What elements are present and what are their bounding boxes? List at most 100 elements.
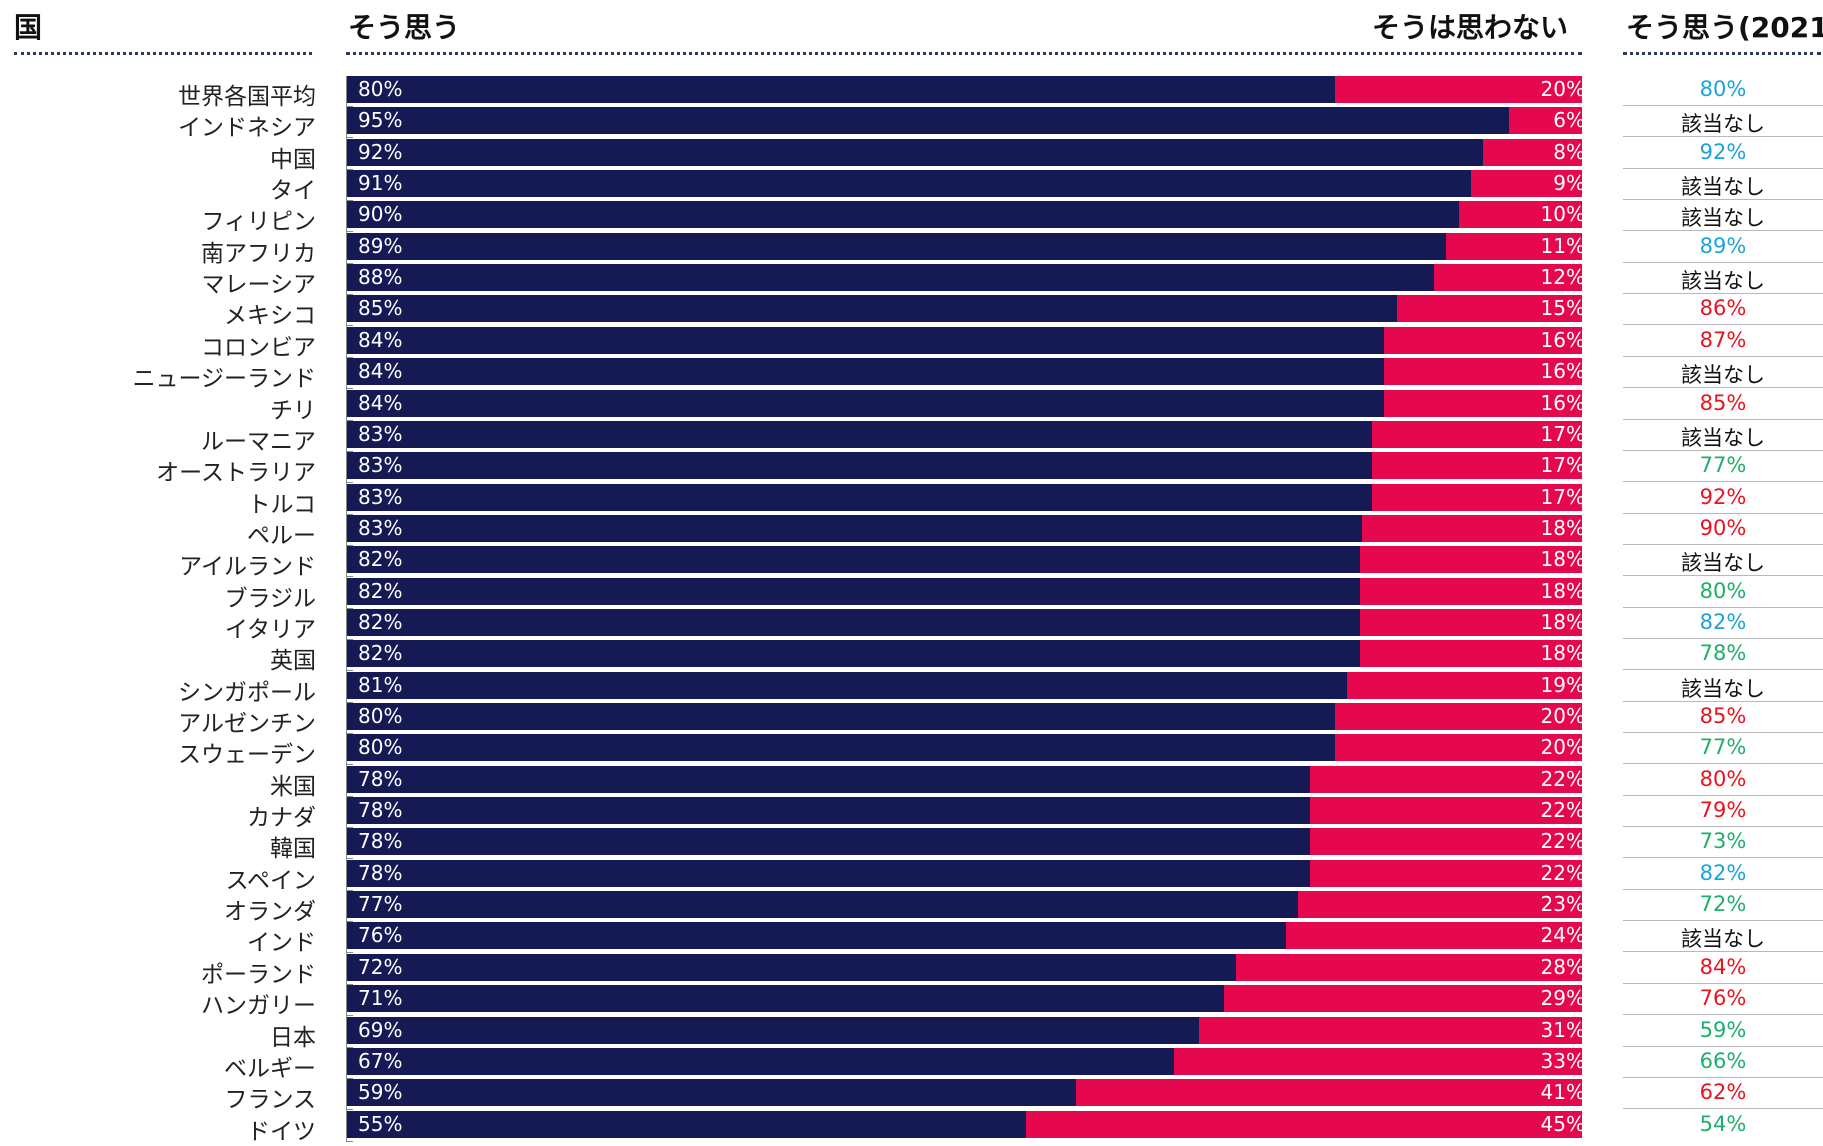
disagree-bar — [1199, 1016, 1582, 1044]
chart-row: 南アフリカ 89% 11% 89% — [0, 232, 1823, 267]
disagree-bar — [1470, 170, 1582, 198]
agree-bar — [347, 295, 1397, 323]
chart-row: 英国 82% 18% 78% — [0, 639, 1823, 674]
disagree-header: そうは思わない — [1372, 11, 1569, 44]
axis-tick — [346, 1109, 353, 1111]
agree-bar — [347, 514, 1362, 542]
agree-bar — [347, 640, 1360, 668]
prev-row-divider — [1623, 261, 1823, 263]
country-label: インドネシア — [178, 115, 316, 142]
prev-year-value: 80% — [1699, 766, 1747, 791]
axis-tick — [346, 764, 353, 766]
chart-row: ルーマニア 83% 17% 該当なし — [0, 420, 1823, 455]
axis-tick — [346, 262, 353, 264]
prev-row-divider — [1623, 857, 1823, 859]
chart-row: メキシコ 85% 15% 86% — [0, 294, 1823, 329]
chart-row: マレーシア 88% 12% 該当なし — [0, 263, 1823, 298]
disagree-value-label: 16% — [1540, 390, 1585, 415]
country-label: ドイツ — [247, 1118, 316, 1145]
agree-bar — [347, 389, 1385, 417]
axis-tick — [346, 983, 353, 985]
agree-value-label: 59% — [358, 1080, 403, 1105]
prev-row-divider — [1623, 763, 1823, 765]
axis-tick — [346, 544, 353, 546]
agree-bar — [347, 891, 1298, 919]
disagree-bar — [1359, 577, 1582, 605]
agree-value-label: 72% — [358, 954, 403, 979]
prev-row-divider — [1623, 293, 1823, 295]
chart-row: シンガポール 81% 19% 該当なし — [0, 671, 1823, 706]
agree-value-label: 76% — [358, 923, 403, 948]
prev-year-value: 85% — [1699, 704, 1747, 728]
prev-row-divider — [1623, 700, 1823, 702]
disagree-bar — [1285, 922, 1582, 950]
agree-value-label: 83% — [358, 421, 403, 446]
chart-header-rule — [346, 52, 1582, 55]
prev-year-value: 該当なし — [1681, 927, 1765, 952]
agree-bar — [347, 483, 1373, 511]
agree-value-label: 81% — [358, 672, 403, 697]
prev-row-divider — [1623, 1014, 1823, 1016]
disagree-bar — [1297, 891, 1582, 919]
disagree-value-label: 18% — [1540, 641, 1585, 666]
country-label: マレーシア — [201, 272, 316, 299]
disagree-value-label: 15% — [1540, 296, 1585, 321]
prev-year-value: 82% — [1699, 609, 1747, 634]
prev-row-divider — [1623, 1076, 1823, 1078]
disagree-bar — [1347, 671, 1582, 699]
country-label: オランダ — [224, 899, 316, 926]
disagree-value-label: 10% — [1540, 202, 1585, 227]
agree-bar — [347, 953, 1237, 981]
agree-bar — [347, 138, 1484, 166]
disagree-bar — [1310, 765, 1582, 793]
disagree-value-label: 18% — [1540, 578, 1585, 603]
chart-row: チリ 84% 16% 85% — [0, 389, 1823, 424]
axis-tick — [346, 388, 353, 390]
country-label: フランス — [224, 1087, 316, 1114]
disagree-value-label: 28% — [1540, 954, 1585, 979]
prev-year-value: 89% — [1699, 233, 1747, 258]
chart-row: インド 76% 24% 該当なし — [0, 921, 1823, 956]
disagree-bar — [1372, 483, 1582, 511]
country-label: スペイン — [225, 867, 316, 894]
agree-bar — [347, 577, 1360, 605]
prev-year-value: 73% — [1699, 829, 1747, 854]
axis-tick — [346, 827, 353, 829]
country-header-rule — [14, 52, 312, 55]
agree-value-label: 78% — [358, 829, 403, 854]
axis-tick — [346, 952, 353, 954]
prev-row-divider — [1623, 355, 1823, 357]
disagree-value-label: 12% — [1540, 265, 1585, 290]
disagree-value-label: 18% — [1540, 609, 1585, 634]
chart-row: トルコ 83% 17% 92% — [0, 483, 1823, 518]
agree-value-label: 88% — [358, 265, 403, 290]
country-label: シンガポール — [178, 679, 316, 706]
axis-tick — [346, 889, 353, 891]
agree-bar — [347, 107, 1509, 135]
prev-year-value: 該当なし — [1681, 175, 1765, 200]
country-label: インド — [247, 930, 316, 957]
agree-value-label: 83% — [358, 515, 403, 540]
disagree-value-label: 22% — [1540, 829, 1585, 854]
country-label: ベルギー — [224, 1055, 316, 1082]
disagree-value-label: 19% — [1540, 672, 1585, 697]
country-label: ペルー — [247, 522, 316, 549]
agree-value-label: 85% — [358, 296, 403, 321]
disagree-value-label: 45% — [1540, 1111, 1585, 1136]
country-label: 南アフリカ — [201, 240, 316, 267]
agree-value-label: 69% — [358, 1017, 403, 1042]
chart-row: スウェーデン 80% 20% 77% — [0, 733, 1823, 768]
disagree-bar — [1396, 295, 1582, 323]
country-label: フィリピン — [201, 209, 316, 236]
country-label: ニュージーランド — [132, 366, 316, 393]
country-label: チリ — [270, 397, 316, 424]
agree-value-label: 84% — [358, 359, 403, 384]
chart-row: タイ 91% 9% 該当なし — [0, 169, 1823, 204]
prev-year-value: 92% — [1699, 484, 1747, 509]
agree-value-label: 80% — [358, 735, 403, 760]
prev-row-divider — [1623, 1045, 1823, 1047]
disagree-bar — [1075, 1079, 1582, 1107]
agree-value-label: 84% — [358, 390, 403, 415]
disagree-value-label: 22% — [1540, 798, 1585, 823]
chart-row: オーストラリア 83% 17% 77% — [0, 451, 1823, 486]
